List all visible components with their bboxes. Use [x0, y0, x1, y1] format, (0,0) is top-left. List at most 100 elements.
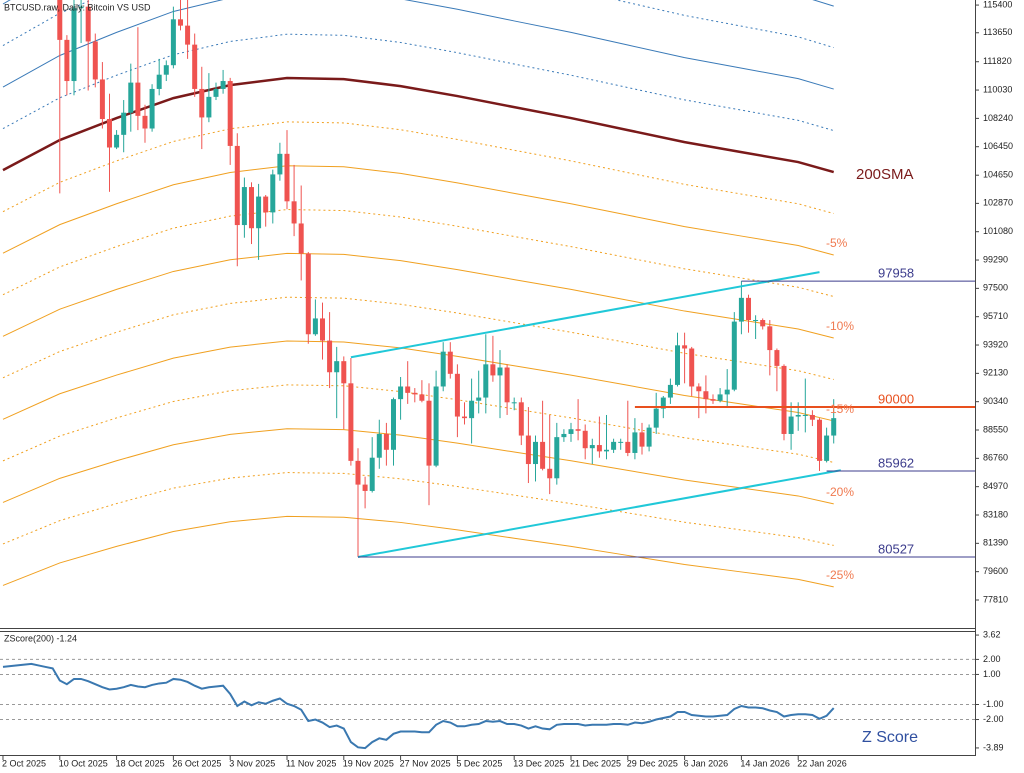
candle-body — [263, 196, 269, 213]
sma-label: 200SMA — [856, 166, 914, 183]
candle-body — [64, 39, 70, 82]
candle-body — [753, 320, 759, 322]
candle-body — [454, 373, 460, 417]
candle-body — [767, 326, 773, 351]
candle-body — [341, 361, 347, 384]
y-tick-label: -2.00 — [983, 714, 1004, 724]
candle-body — [682, 345, 688, 349]
candle-body — [298, 223, 304, 254]
x-tick-label: 29 Dec 2025 — [627, 758, 678, 768]
level-label: 80527 — [878, 541, 914, 556]
y-tick-label: 104650 — [983, 170, 1013, 180]
envelope-label: -15% — [826, 402, 854, 416]
candle-body — [802, 414, 808, 416]
candle-body — [121, 112, 127, 135]
candle-body — [327, 340, 333, 373]
candle-body — [369, 457, 375, 491]
envelope-line — [2, 0, 834, 49]
candle-body — [703, 391, 709, 400]
y-tick-label: 115400 — [983, 0, 1012, 9]
y-tick-label: 84970 — [983, 481, 1008, 491]
trendline — [357, 469, 841, 558]
indicator-title: ZScore(200) -1.24 — [4, 633, 77, 643]
candle-body — [490, 364, 496, 376]
y-tick-label: 102870 — [983, 198, 1013, 208]
candle-body — [646, 427, 652, 447]
candle-body — [405, 386, 411, 393]
candle-body — [177, 19, 183, 26]
candle-body — [440, 351, 446, 387]
envelope-label: -20% — [826, 485, 854, 499]
x-tick-label: 14 Jan 2026 — [740, 758, 790, 768]
candle-body — [319, 318, 325, 341]
candle-body — [277, 153, 283, 175]
candle-body — [518, 402, 524, 436]
candle-body — [497, 367, 503, 376]
candle-body — [561, 433, 567, 438]
candle-body — [149, 88, 155, 129]
candle-body — [270, 174, 276, 213]
envelope-line — [2, 252, 834, 339]
envelope-line — [2, 384, 834, 463]
y-tick-label: 113650 — [983, 27, 1012, 37]
candle-body — [376, 433, 382, 458]
candle-body — [398, 386, 404, 400]
candle-body — [469, 400, 475, 419]
candle-body — [199, 88, 205, 118]
x-tick-label: 11 Nov 2025 — [286, 758, 336, 768]
candle-body — [476, 397, 482, 401]
candle-body — [135, 82, 141, 116]
candle-body — [99, 79, 105, 120]
candle-body — [532, 441, 538, 465]
candle-body — [660, 397, 666, 409]
y-tick-label: 93920 — [983, 339, 1008, 349]
candle-body — [781, 365, 787, 434]
y-tick-label: 86760 — [983, 453, 1008, 463]
candle-body — [696, 386, 702, 392]
candle-body — [817, 419, 823, 461]
x-tick-label: 22 Jan 2026 — [797, 758, 847, 768]
envelope-line — [2, 165, 834, 256]
candle-body — [589, 445, 595, 449]
candle-body — [618, 441, 624, 443]
candle-body — [71, 8, 77, 82]
candle-body — [227, 81, 233, 146]
level-label: 85962 — [878, 455, 914, 470]
candle-body — [447, 351, 453, 374]
y-tick-label: 95710 — [983, 311, 1008, 321]
y-tick-label: 92130 — [983, 368, 1008, 378]
x-tick-label: 10 Oct 2025 — [59, 758, 108, 768]
envelope-label: -5% — [826, 236, 848, 250]
candle-body — [525, 435, 531, 465]
candle-body — [213, 88, 219, 97]
envelope-line — [2, 33, 834, 132]
envelope-label: -10% — [826, 319, 854, 333]
candle-body — [334, 361, 340, 373]
candle-body — [248, 187, 254, 229]
candle-body — [611, 441, 617, 450]
x-tick-label: 26 Oct 2025 — [172, 758, 221, 768]
candle-body — [639, 432, 645, 447]
candle-body — [504, 367, 510, 403]
candle-body — [568, 429, 574, 434]
candle-body — [92, 41, 98, 80]
candle-body — [114, 134, 120, 148]
candle-body — [383, 433, 389, 450]
y-tick-label: 99290 — [983, 254, 1008, 264]
x-tick-label: 21 Dec 2025 — [570, 758, 621, 768]
envelope-line — [2, 209, 834, 297]
candle-body — [185, 25, 191, 45]
candle-body — [85, 6, 91, 42]
envelope-line — [2, 515, 834, 588]
price-panel — [2, 0, 975, 588]
candle-body — [731, 321, 737, 390]
y-tick-label: 88550 — [983, 424, 1008, 434]
x-tick-label: 19 Nov 2025 — [343, 758, 394, 768]
annotation: Z Score — [862, 729, 918, 746]
y-tick-label: 111820 — [983, 56, 1012, 66]
candle-body — [220, 81, 226, 89]
candle-body — [710, 399, 716, 401]
y-tick-label: 79600 — [983, 566, 1008, 576]
